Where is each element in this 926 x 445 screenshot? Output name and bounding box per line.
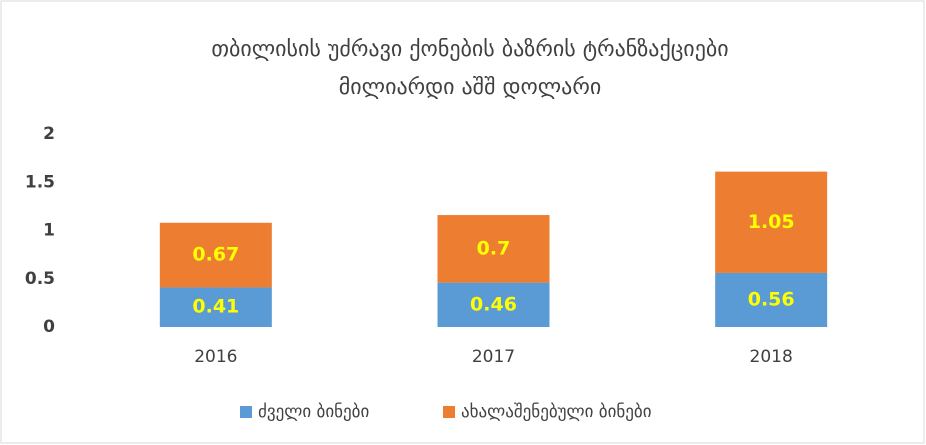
data-label: 0.7: [477, 237, 511, 259]
legend-label: ძველი ბინები: [258, 402, 369, 422]
chart-title: თბილისის უძრავი ქონების ბაზრის ტრანზაქცი…: [211, 37, 728, 62]
y-tick-label: 0: [43, 317, 55, 337]
bar-segment: [437, 215, 550, 283]
bar-segment: [715, 272, 828, 327]
data-label: 0.46: [470, 293, 517, 315]
legend-label: ახალაშენებული ბინები: [461, 402, 652, 422]
y-tick-label: 1.5: [25, 172, 55, 192]
x-tick-label: 2018: [750, 347, 793, 367]
y-tick-label: 0.5: [25, 269, 55, 289]
legend-swatch: [240, 406, 252, 418]
data-label: 1.05: [748, 211, 795, 233]
data-label: 0.41: [192, 296, 239, 318]
bar-segment: [159, 287, 272, 327]
x-tick-label: 2017: [472, 347, 515, 367]
bar-segment: [159, 222, 272, 288]
legend-swatch: [443, 406, 455, 418]
chart-subtitle: მილიარდი აშშ დოლარი: [339, 75, 601, 100]
bar-segment: [715, 171, 828, 273]
data-label: 0.67: [192, 244, 239, 266]
data-label: 0.56: [748, 288, 795, 310]
x-tick-label: 2016: [194, 347, 237, 367]
y-tick-label: 1: [43, 221, 55, 241]
bar-segment: [437, 282, 550, 327]
y-tick-label: 2: [43, 124, 55, 144]
